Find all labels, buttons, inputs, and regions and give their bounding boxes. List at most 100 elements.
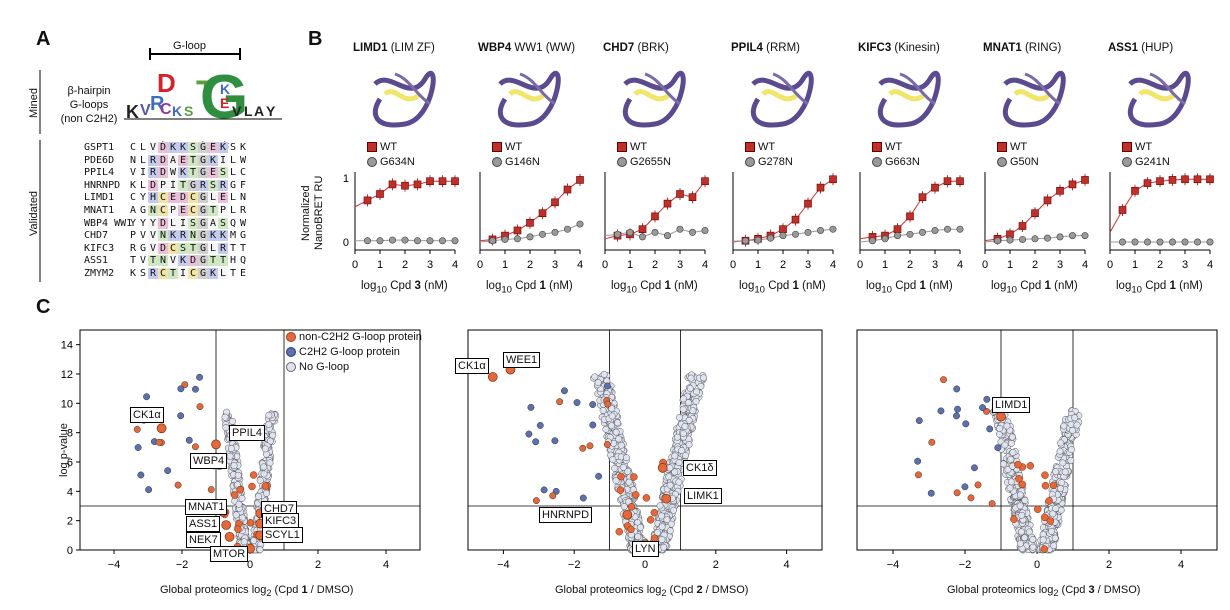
xlabel-suffix: (nM) [1050, 280, 1078, 292]
gloop-ribbon [633, 89, 672, 102]
dose-response-plot: 0 1 2 3 4 0 1 [343, 172, 459, 271]
x-tick-label: 4 [1207, 259, 1213, 271]
dose-legend: WT G278N [745, 140, 793, 170]
grey-circle-icon [745, 157, 755, 168]
x-tick-label: 1 [377, 259, 383, 271]
gloop-protein-point [196, 403, 204, 411]
legend-mutant: G146N [492, 155, 540, 170]
protein-label: LIMK1 [684, 488, 722, 504]
mutant-point [1143, 238, 1151, 246]
protein-point [228, 445, 235, 452]
protein-title: LIMD1 (LIM ZF) [353, 42, 435, 54]
xlabel-sub: 2 [1053, 588, 1059, 599]
legend-nonc2h2-text: non-C2H2 G-loop protein [299, 331, 422, 343]
gloop-protein-point [1040, 545, 1048, 553]
protein-point [1067, 420, 1075, 428]
legend-wt: WT [492, 140, 540, 155]
grey-dot-icon [286, 362, 296, 373]
gloop-protein-point [1040, 513, 1049, 522]
gloop-protein-point [595, 472, 603, 480]
protein-point [250, 537, 258, 545]
gloop-protein-point [261, 482, 270, 490]
protein-point [667, 520, 675, 528]
labeled-protein-point [661, 493, 672, 504]
wt-point [401, 181, 409, 190]
mutant-point [993, 237, 1001, 245]
red-square-icon [745, 142, 755, 153]
protein-structure-picture [750, 70, 814, 128]
protein-point [693, 388, 701, 396]
alignment-row: KIFC3 R G V D C S T G L R T T [84, 242, 248, 256]
alignment-row: PPIL4 V I R D W K T G E S L C [84, 167, 248, 180]
protein-point [1039, 536, 1047, 544]
gloop-protein-point [627, 503, 636, 511]
logo-letter: A [254, 103, 264, 119]
protein-domain: (RING) [1021, 42, 1062, 54]
mutant-point [829, 225, 837, 233]
xlabel-cpd: 3 [1088, 584, 1095, 596]
protein-domain: (RRM) [762, 42, 801, 54]
gloop-protein-point [1049, 481, 1058, 490]
mutant-point [1181, 238, 1189, 246]
gloop-protein-point [1010, 515, 1018, 523]
protein-point [687, 374, 695, 382]
protein-domain: (BRK) [634, 42, 669, 54]
protein-point [663, 516, 671, 524]
legend-mutant-text: G2655N [630, 156, 671, 168]
x-tick-label: 0 [1034, 559, 1040, 571]
gloop-protein-point [1045, 497, 1053, 505]
xlabel-prefix: log [991, 280, 1007, 292]
xlabel-pre: Global proteomics log [555, 584, 662, 596]
labeled-protein-point [221, 520, 232, 530]
gloop-protein-point [983, 395, 991, 403]
mutant-point [1118, 238, 1126, 246]
xlabel-sub: 10 [1006, 284, 1018, 296]
x-tick-label: 4 [702, 259, 708, 271]
x-tick-label: 2 [1106, 559, 1112, 571]
red-square-icon [367, 142, 377, 153]
wt-point [804, 199, 812, 208]
logo-letter: K [126, 102, 139, 122]
protein-point [620, 463, 627, 471]
alignment-row: HNRNPD K L D P I T G R S R G F [84, 179, 248, 193]
grey-circle-icon [367, 157, 377, 168]
x-tick-label: 3 [1182, 259, 1188, 271]
mutant-point [1131, 238, 1139, 246]
legend-mutant-text: G634N [380, 156, 415, 168]
dose-legend: WT G146N [492, 140, 540, 170]
alignment-row: WBP4 WW1Y Y Y D L I S G A S Q W [84, 217, 248, 231]
dose-xlabel: log10 Cpd 3 (nM) [361, 280, 448, 295]
alignment-row: MNAT1 A G N C P E C G T P L R [84, 205, 248, 218]
x-tick-label: 2 [527, 259, 533, 271]
gloop-protein-point [174, 481, 182, 489]
x-tick-label: 4 [1178, 559, 1184, 571]
wt-point [1131, 186, 1139, 195]
protein-point [1004, 466, 1012, 473]
xlabel-prefix: log [1116, 280, 1132, 292]
mutant-point [439, 237, 447, 245]
hairpin-line-3: (non C2H2) [60, 113, 118, 125]
protein-label: NEK7 [186, 532, 221, 548]
grey-circle-icon [997, 157, 1007, 168]
gloop-protein-point [988, 500, 996, 508]
gloop-protein-point [962, 420, 970, 428]
xlabel-mid: Cpd [637, 280, 665, 292]
ribbon-2 [394, 72, 431, 106]
x-tick-label: 1 [755, 259, 761, 271]
gloop-protein-point [646, 516, 655, 524]
protein-point [608, 412, 616, 420]
protein-point [1056, 447, 1064, 455]
red-square-icon [997, 142, 1007, 153]
mutant-point [792, 230, 800, 238]
alignment-row-name: HNRNPD [84, 179, 121, 191]
xlabel-sub: 10 [376, 284, 388, 296]
protein-point [634, 533, 642, 541]
protein-point [256, 546, 264, 554]
protein-point [614, 419, 622, 427]
protein-point [658, 536, 666, 543]
protein-label: HNRNPD [539, 507, 593, 523]
wt-point [451, 177, 459, 185]
protein-point [679, 405, 687, 413]
